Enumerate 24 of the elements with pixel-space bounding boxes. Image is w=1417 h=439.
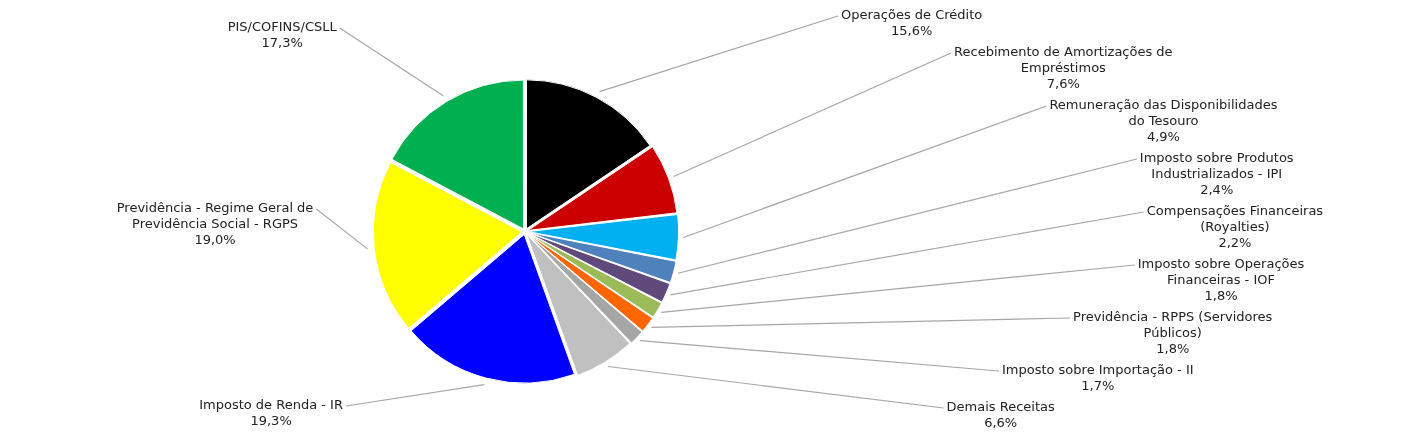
data-label: 19,0%	[194, 232, 236, 248]
slice-label: Operações de Crédito	[841, 7, 983, 23]
data-label: 6,6%	[984, 415, 1018, 431]
data-label: 1,8%	[1204, 288, 1238, 304]
data-label: 2,4%	[1200, 182, 1234, 198]
slice-label: Previdência - RPPS (Servidores Públicos)	[1073, 309, 1273, 341]
data-label: 17,3%	[261, 35, 303, 51]
slice-label: Previdência - Regime Geral de Previdência Social - RGPS	[116, 200, 314, 232]
slice-label: Remuneração das Disponibilidades do Tesouro	[1049, 97, 1278, 129]
slice-label: Imposto sobre Importação - II	[1001, 362, 1194, 378]
data-label: 2,2%	[1218, 235, 1252, 251]
slice-label: Imposto sobre Operações Financeiras - IOF	[1137, 256, 1305, 288]
slice-label: Imposto de Renda - IR	[199, 397, 343, 413]
data-label: 7,6%	[1046, 76, 1080, 92]
data-label: 4,9%	[1146, 129, 1180, 145]
slice-label: Imposto sobre Produtos Industrializados - IPI	[1139, 150, 1294, 182]
slice-label: Demais Receitas	[946, 399, 1056, 415]
data-label: 19,3%	[250, 413, 292, 429]
data-label: 1,8%	[1156, 341, 1190, 357]
data-label: 15,6%	[890, 23, 933, 39]
slice-label: PIS/COFINS/CSLL	[227, 19, 338, 35]
slice-label: Compensações Financeiras (Royalties)	[1146, 203, 1324, 235]
data-label: 1,7%	[1081, 378, 1115, 394]
slice-label: Recebimento de Amortizações de Empréstimos	[954, 44, 1173, 76]
